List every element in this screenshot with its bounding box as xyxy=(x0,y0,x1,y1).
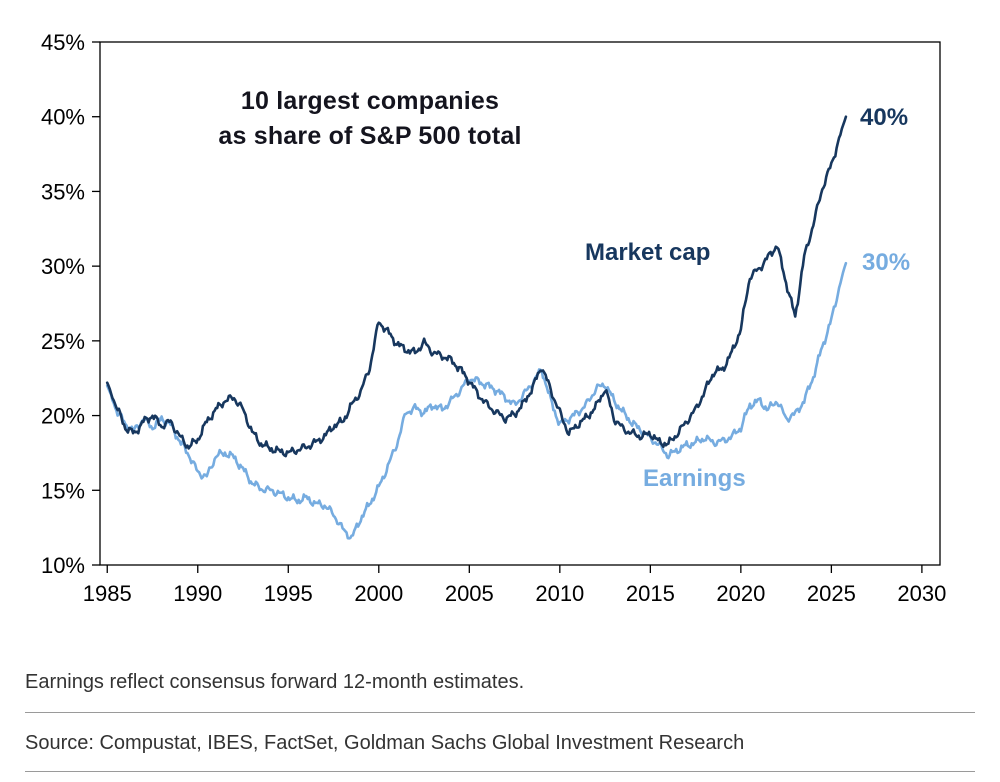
earnings-series-label: Earnings xyxy=(643,465,746,492)
svg-text:2010: 2010 xyxy=(535,581,584,606)
footnote: Earnings reflect consensus forward 12-mo… xyxy=(25,671,525,693)
chart-canvas: 10% 15% 20% 25% 30% 35% 40% 45% 1985 1990 1995 2000… xyxy=(41,30,946,606)
svg-text:2030: 2030 xyxy=(897,581,946,606)
svg-text:40%: 40% xyxy=(41,105,85,130)
svg-text:45%: 45% xyxy=(41,30,85,55)
svg-text:25%: 25% xyxy=(41,329,85,354)
market-cap-series-label: Market cap xyxy=(585,239,711,266)
source-line: Source: Compustat, IBES, FactSet, Goldma… xyxy=(25,732,745,754)
svg-text:2005: 2005 xyxy=(445,581,494,606)
chart-area: 10% 15% 20% 25% 30% 35% 40% 45% 1985 1990 1995 2000… xyxy=(41,30,946,606)
svg-text:10%: 10% xyxy=(41,553,85,578)
svg-text:2020: 2020 xyxy=(716,581,765,606)
svg-text:20%: 20% xyxy=(41,404,85,429)
svg-text:35%: 35% xyxy=(41,179,85,204)
chart-title: 10 largest companies as share of S&P 500… xyxy=(218,87,522,150)
market-cap-end-value: 40% xyxy=(860,104,909,131)
svg-text:1990: 1990 xyxy=(173,581,222,606)
svg-text:2025: 2025 xyxy=(807,581,856,606)
divider xyxy=(25,712,975,713)
svg-text:30%: 30% xyxy=(41,254,85,279)
svg-text:2015: 2015 xyxy=(626,581,675,606)
earnings-end-value: 30% xyxy=(862,249,911,276)
svg-text:1995: 1995 xyxy=(264,581,313,606)
svg-text:1985: 1985 xyxy=(83,581,132,606)
svg-text:2000: 2000 xyxy=(354,581,403,606)
svg-text:15%: 15% xyxy=(41,478,85,503)
divider xyxy=(25,771,975,772)
